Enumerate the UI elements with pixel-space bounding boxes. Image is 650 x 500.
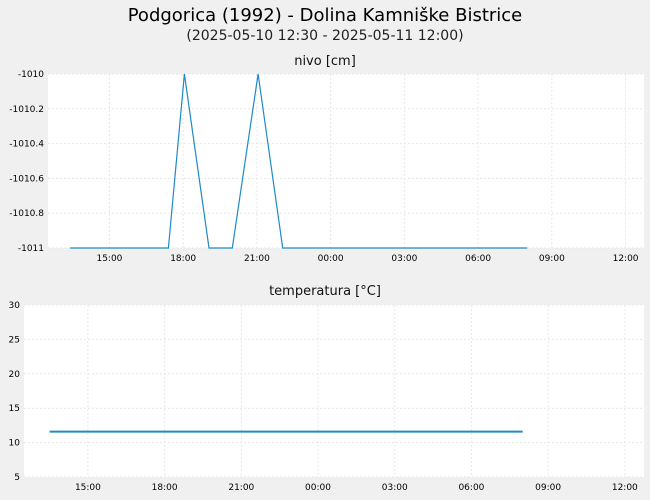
level-y-tick-label: -1011 — [18, 244, 44, 254]
level-chart: nivo [cm] 15:00 18:00 21:00 00:00 03:00 06:00… — [9, 54, 644, 264]
temperature-x-tick-label: 00:00 — [305, 483, 331, 493]
level-plot-area — [48, 74, 644, 248]
level-y-tick-label: -1010.6 — [9, 174, 44, 184]
temperature-chart: temperatura [°C] 15:00 18:00 21:00 00:00 03:… — [9, 284, 644, 493]
level-x-tick-label: 12:00 — [613, 254, 639, 264]
level-y-tick-label: -1010 — [18, 70, 44, 80]
level-y-tick-label: -1010.2 — [9, 105, 44, 115]
figure-subtitle: (2025-05-10 12:30 - 2025-05-11 12:00) — [186, 28, 463, 44]
temperature-y-tick-label: 15 — [9, 404, 20, 414]
level-x-tick-label: 03:00 — [391, 254, 417, 264]
temperature-y-tick-label: 25 — [9, 335, 20, 345]
level-y-tick-label: -1010.4 — [9, 140, 44, 150]
temperature-x-tick-label: 03:00 — [382, 483, 408, 493]
figure-title: Podgorica (1992) - Dolina Kamniške Bistr… — [128, 5, 523, 26]
temperature-x-tick-label: 09:00 — [535, 483, 561, 493]
temperature-x-tick-label: 12:00 — [612, 483, 638, 493]
temperature-x-tick-label: 18:00 — [152, 483, 178, 493]
level-x-tick-label: 15:00 — [96, 254, 122, 264]
temperature-y-tick-label: 10 — [9, 439, 21, 449]
level-x-tick-label: 21:00 — [244, 254, 270, 264]
temperature-y-tick-label: 30 — [9, 301, 21, 311]
level-x-tick-label: 09:00 — [539, 254, 565, 264]
level-x-tick-label: 06:00 — [465, 254, 491, 264]
level-x-tick-label: 18:00 — [170, 254, 196, 264]
level-series-line — [70, 73, 528, 249]
level-x-tick-label: 00:00 — [318, 254, 344, 264]
temperature-x-tick-label: 21:00 — [228, 483, 254, 493]
level-y-tick-label: -1010.8 — [9, 209, 44, 219]
temperature-y-tick-label: 5 — [14, 473, 20, 483]
temperature-chart-title: temperatura [°C] — [269, 284, 381, 299]
temperature-y-tick-label: 20 — [9, 370, 21, 380]
temperature-x-tick-label: 06:00 — [458, 483, 484, 493]
level-chart-title: nivo [cm] — [294, 54, 356, 69]
temperature-x-tick-label: 15:00 — [75, 483, 101, 493]
temperature-plot-area — [24, 305, 644, 477]
